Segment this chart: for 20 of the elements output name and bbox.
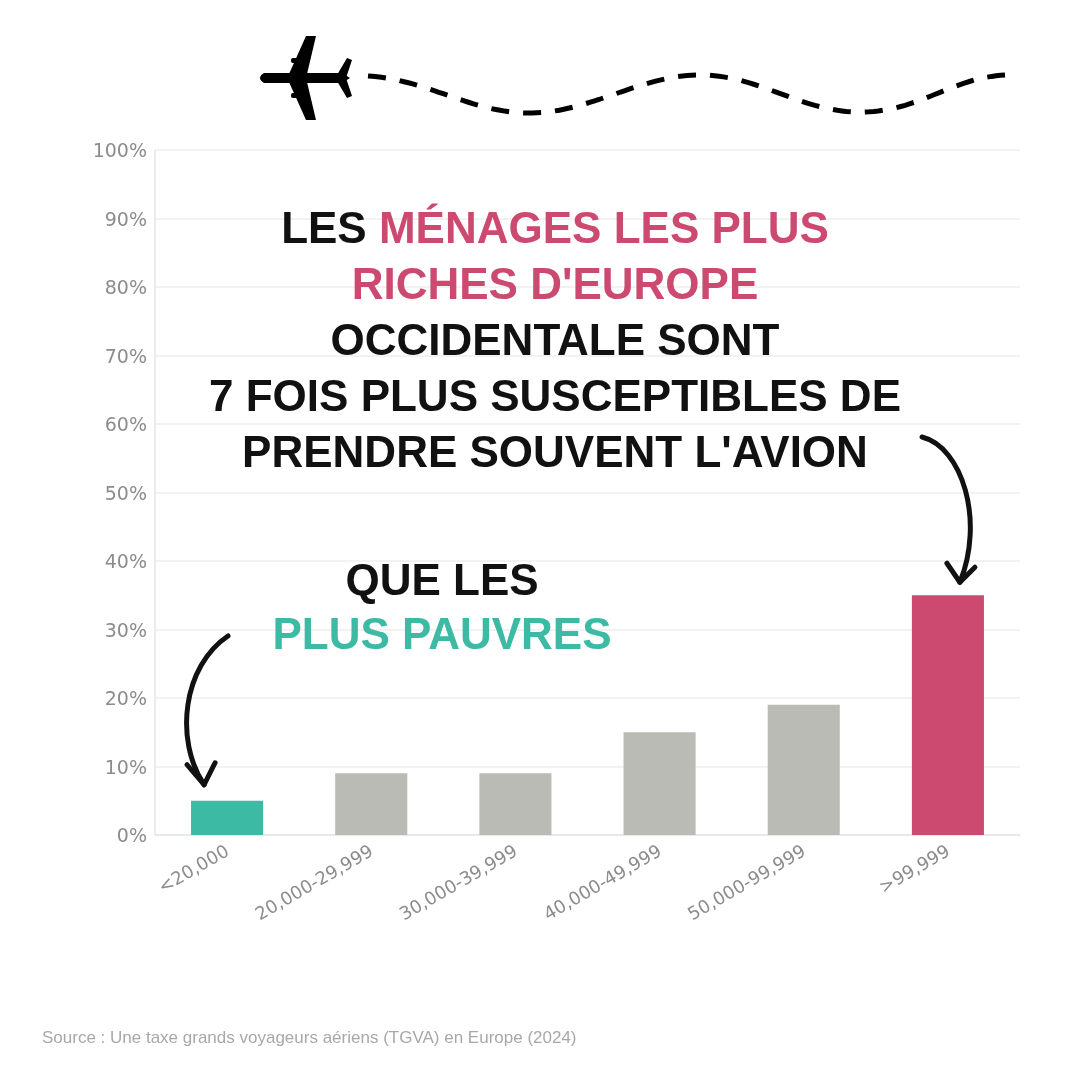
bar bbox=[767, 704, 840, 835]
bar bbox=[911, 595, 984, 835]
source-note: Source : Une taxe grands voyageurs aériens (TGVA) en Europe (2024) bbox=[42, 1028, 577, 1048]
y-tick-label: 10% bbox=[104, 755, 147, 778]
y-tick-label: 70% bbox=[104, 344, 147, 367]
bar bbox=[191, 800, 264, 835]
text: QUE LES PLUS PAUVRES bbox=[272, 555, 612, 658]
y-tick-label: 50% bbox=[104, 481, 147, 504]
bar bbox=[335, 773, 408, 835]
y-tick-label: 100% bbox=[92, 139, 147, 161]
y-tick-label: 30% bbox=[104, 618, 147, 641]
y-tick-label: 90% bbox=[104, 207, 147, 230]
text: LES MÉNAGES LES PLUS RICHES D'EUROPE OCCIDENTALE SONT 7 FOIS PLUS SUSCEPTIBLES DE PRENDRE SOUVENT L'AVION bbox=[209, 203, 901, 476]
y-tick-label: 0% bbox=[116, 824, 147, 846]
bar bbox=[623, 732, 696, 835]
y-tick-label: 60% bbox=[104, 413, 147, 435]
y-tick-label: 40% bbox=[104, 550, 147, 572]
y-tick-label: 80% bbox=[104, 276, 147, 298]
bar bbox=[479, 773, 552, 835]
y-tick-label: 20% bbox=[104, 687, 147, 709]
